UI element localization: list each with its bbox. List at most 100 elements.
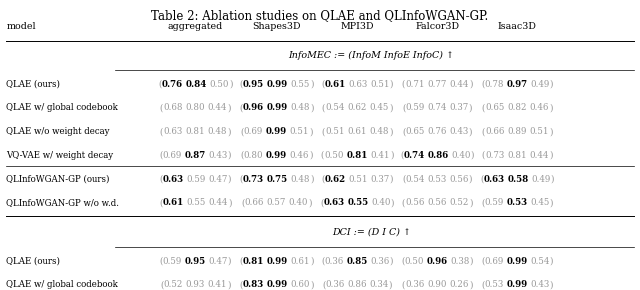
Text: ): ) [470, 257, 474, 266]
Text: (: ( [481, 280, 484, 289]
Text: (: ( [480, 175, 483, 184]
Text: QLAE w/o weight decay: QLAE w/o weight decay [6, 127, 110, 136]
Text: 0.48: 0.48 [207, 127, 227, 136]
Text: (: ( [240, 127, 244, 136]
Text: (: ( [159, 151, 163, 160]
Text: (: ( [159, 175, 163, 184]
Text: ): ) [389, 127, 392, 136]
Text: 0.36: 0.36 [371, 257, 390, 266]
Text: 0.52: 0.52 [449, 198, 469, 208]
Text: 0.63: 0.63 [163, 175, 184, 184]
Text: 0.85: 0.85 [346, 257, 368, 266]
Text: ): ) [550, 280, 553, 289]
Text: 0.53: 0.53 [484, 280, 504, 289]
Text: 0.99: 0.99 [267, 257, 288, 266]
Text: ): ) [469, 127, 472, 136]
Text: QLAE (ours): QLAE (ours) [6, 257, 60, 266]
Text: 0.62: 0.62 [348, 103, 367, 113]
Text: QLAE (ours): QLAE (ours) [6, 79, 60, 89]
Text: 0.99: 0.99 [506, 257, 527, 266]
Text: (: ( [239, 79, 243, 89]
Text: 0.74: 0.74 [428, 103, 447, 113]
Text: QLAE w/ global codebook: QLAE w/ global codebook [6, 103, 118, 113]
Text: 0.49: 0.49 [531, 79, 550, 89]
Text: ): ) [550, 79, 554, 89]
Text: 0.59: 0.59 [186, 175, 205, 184]
Text: 0.61: 0.61 [291, 257, 310, 266]
Text: 0.77: 0.77 [428, 79, 447, 89]
Text: 0.56: 0.56 [449, 175, 469, 184]
Text: 0.81: 0.81 [243, 257, 264, 266]
Text: 0.56: 0.56 [428, 198, 447, 208]
Text: 0.99: 0.99 [267, 103, 288, 113]
Text: 0.81: 0.81 [507, 151, 527, 160]
Text: 0.44: 0.44 [529, 151, 549, 160]
Text: 0.99: 0.99 [506, 280, 527, 289]
Text: 0.47: 0.47 [209, 175, 228, 184]
Text: 0.78: 0.78 [484, 79, 504, 89]
Text: 0.93: 0.93 [186, 280, 205, 289]
Text: (: ( [402, 175, 405, 184]
Text: 0.81: 0.81 [185, 127, 205, 136]
Text: 0.48: 0.48 [291, 103, 310, 113]
Text: 0.53: 0.53 [506, 198, 527, 208]
Text: (: ( [240, 151, 244, 160]
Text: 0.49: 0.49 [531, 175, 550, 184]
Text: (: ( [321, 257, 324, 266]
Text: 0.36: 0.36 [324, 257, 344, 266]
Text: 0.63: 0.63 [348, 79, 367, 89]
Text: Isaac3D: Isaac3D [498, 21, 536, 31]
Text: (: ( [322, 103, 325, 113]
Text: 0.48: 0.48 [291, 175, 310, 184]
Text: 0.63: 0.63 [163, 127, 182, 136]
Text: 0.51: 0.51 [348, 175, 368, 184]
Text: 0.41: 0.41 [371, 151, 390, 160]
Text: ): ) [229, 79, 232, 89]
Text: ): ) [389, 280, 392, 289]
Text: ): ) [469, 198, 472, 208]
Text: ): ) [309, 127, 313, 136]
Text: 0.76: 0.76 [161, 79, 182, 89]
Text: 0.75: 0.75 [267, 175, 288, 184]
Text: 0.99: 0.99 [266, 151, 287, 160]
Text: ): ) [390, 79, 394, 89]
Text: 0.51: 0.51 [371, 79, 390, 89]
Text: 0.65: 0.65 [485, 103, 504, 113]
Text: 0.60: 0.60 [291, 280, 310, 289]
Text: (: ( [400, 151, 403, 160]
Text: aggregated: aggregated [168, 21, 223, 31]
Text: 0.66: 0.66 [244, 198, 264, 208]
Text: 0.61: 0.61 [324, 79, 346, 89]
Text: ): ) [308, 198, 312, 208]
Text: 0.52: 0.52 [163, 280, 182, 289]
Text: 0.48: 0.48 [369, 127, 389, 136]
Text: 0.74: 0.74 [403, 151, 424, 160]
Text: 0.96: 0.96 [426, 257, 448, 266]
Text: ): ) [310, 257, 314, 266]
Text: 0.40: 0.40 [371, 198, 390, 208]
Text: 0.47: 0.47 [209, 257, 228, 266]
Text: ): ) [471, 151, 474, 160]
Text: 0.71: 0.71 [405, 79, 425, 89]
Text: 0.99: 0.99 [266, 127, 287, 136]
Text: QLInfoWGAN-GP w/o w.d.: QLInfoWGAN-GP w/o w.d. [6, 198, 120, 208]
Text: 0.86: 0.86 [428, 151, 449, 160]
Text: 0.50: 0.50 [324, 151, 344, 160]
Text: 0.59: 0.59 [484, 198, 504, 208]
Text: 0.63: 0.63 [483, 175, 504, 184]
Text: (: ( [160, 103, 163, 113]
Text: 0.61: 0.61 [348, 127, 367, 136]
Text: 0.59: 0.59 [405, 103, 425, 113]
Text: 0.37: 0.37 [371, 175, 390, 184]
Text: DCI := (D I C) ↑: DCI := (D I C) ↑ [332, 228, 411, 237]
Text: 0.44: 0.44 [449, 79, 469, 89]
Text: 0.84: 0.84 [185, 79, 207, 89]
Text: (: ( [402, 127, 405, 136]
Text: 0.69: 0.69 [244, 127, 263, 136]
Text: 0.89: 0.89 [508, 127, 527, 136]
Text: 0.45: 0.45 [531, 198, 550, 208]
Text: 0.80: 0.80 [244, 151, 263, 160]
Text: 0.90: 0.90 [428, 280, 447, 289]
Text: ): ) [227, 280, 230, 289]
Text: 0.37: 0.37 [449, 103, 469, 113]
